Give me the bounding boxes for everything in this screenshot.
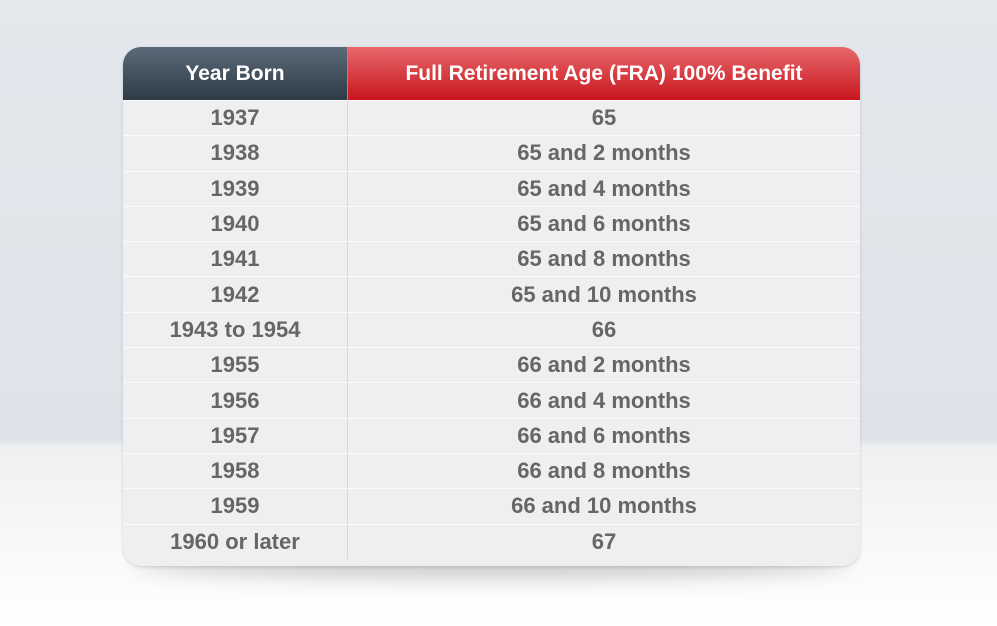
table-row: 1943 to 1954 66	[123, 311, 860, 348]
table-cell: 1940	[123, 206, 348, 242]
table-cell: 1943 to 1954	[123, 312, 348, 348]
table-cell: 1959	[123, 489, 348, 524]
table-cell: 1960 or later	[123, 524, 348, 559]
table-cell: 66	[591, 316, 617, 342]
table-cell: 1939	[123, 171, 348, 206]
table-row: 1958 66 and 8 months	[123, 452, 860, 489]
table-row: 1956 66 and 4 months	[123, 382, 860, 418]
table-header: Year Born Full Retirement Age (FRA) 100%…	[123, 47, 860, 100]
table-cell: 1956	[123, 383, 348, 418]
table-cell: 1958	[123, 453, 348, 489]
table-row: 1957 66 and 6 months	[123, 417, 860, 453]
table-cell: 66 and 4 months	[517, 387, 691, 413]
table-cell: 65 and 8 months	[517, 246, 691, 272]
table-cell: 1955	[123, 348, 348, 383]
table-row: 1942 65 and 10 months	[123, 276, 860, 312]
table-row: 1939 65 and 4 months	[123, 170, 860, 206]
table-cell: 1957	[123, 418, 348, 453]
header-cell: Year Born	[123, 47, 348, 100]
table-row: 1941 65 and 8 months	[123, 241, 860, 277]
table-row: 1937 65	[123, 100, 860, 136]
table-cell: 65	[591, 105, 617, 131]
table-cell: 1942	[123, 277, 348, 312]
table-cell: 66 and 10 months	[511, 493, 697, 519]
table-cell: 65 and 4 months	[517, 175, 691, 201]
table-cell: 66 and 8 months	[517, 458, 691, 484]
table-row: 1938 65 and 2 months	[123, 135, 860, 171]
table-cell: 1937	[123, 101, 348, 136]
table-cell: 67	[591, 528, 617, 554]
header-cell: Full Retirement Age (FRA) 100% Benefit	[348, 47, 860, 100]
table-cell: 65 and 10 months	[511, 281, 697, 307]
table-cell: 65 and 6 months	[517, 211, 691, 237]
table-cell: 66 and 6 months	[517, 422, 691, 448]
table-cell: 1938	[123, 136, 348, 171]
table-cell: 1941	[123, 242, 348, 277]
table: Year Born Full Retirement Age (FRA) 100%…	[123, 47, 860, 566]
table-row: 1955 66 and 2 months	[123, 347, 860, 383]
table-row: 1959 66 and 10 months	[123, 488, 860, 524]
table-row: 1960 or later 67	[123, 523, 860, 559]
table-cell: 65 and 2 months	[517, 140, 691, 166]
table-cell: 66 and 2 months	[517, 352, 691, 378]
table-row: 1940 65 and 6 months	[123, 205, 860, 242]
